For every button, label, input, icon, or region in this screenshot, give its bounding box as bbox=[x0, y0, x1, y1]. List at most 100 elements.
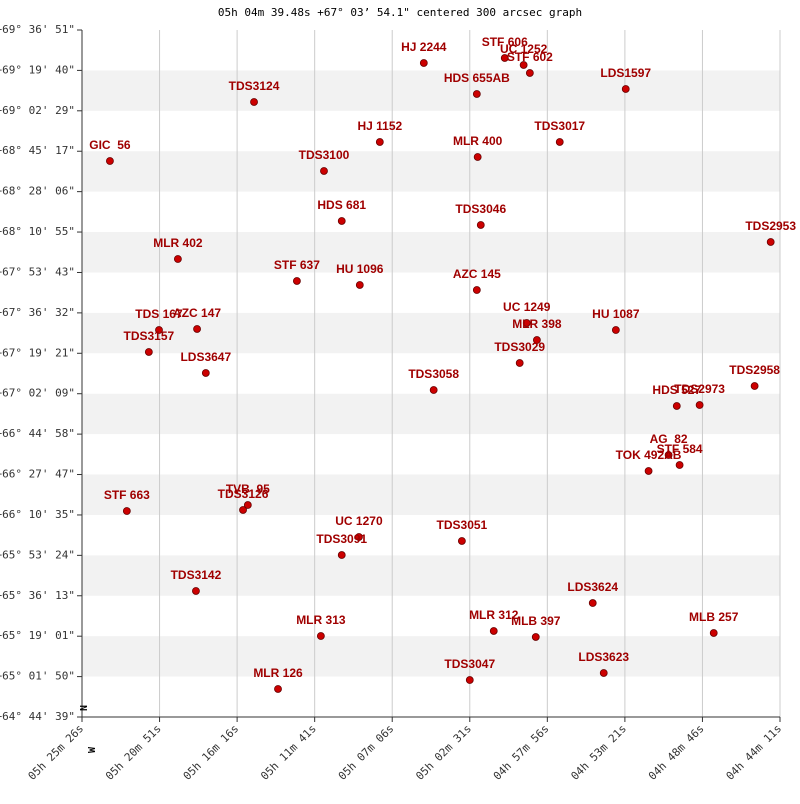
band bbox=[82, 70, 780, 111]
y-tick-label: +65° 19' 01" bbox=[0, 629, 75, 642]
star-point bbox=[472, 286, 481, 294]
star-label: TDS2958 bbox=[729, 363, 780, 377]
star-label: MLR 312 bbox=[469, 608, 519, 622]
star-label: AG 82 bbox=[650, 432, 688, 446]
band bbox=[82, 151, 780, 192]
x-tick-label: 04h 48m 46s bbox=[646, 722, 707, 783]
y-tick-label: +67° 36' 32" bbox=[0, 306, 75, 319]
star-point bbox=[457, 537, 466, 545]
x-tick-label: 04h 57m 56s bbox=[491, 722, 552, 783]
y-tick-label: +68° 28' 06" bbox=[0, 185, 75, 198]
star-label: MLR 398 bbox=[512, 317, 562, 331]
y-tick-label: +67° 19' 21" bbox=[0, 346, 75, 359]
x-tick-label: 05h 25m 26s bbox=[26, 722, 87, 783]
band bbox=[82, 312, 780, 354]
star-point bbox=[522, 319, 531, 327]
star-point bbox=[515, 359, 524, 367]
y-tick-label: +65° 01' 50" bbox=[0, 670, 75, 683]
y-tick-label: +68° 45' 17" bbox=[0, 144, 75, 157]
star-point bbox=[500, 54, 509, 62]
star-label: TVB 95 bbox=[226, 482, 270, 496]
star-label: STF 606 bbox=[482, 35, 528, 49]
star-label: TDS3029 bbox=[494, 340, 545, 354]
star-label: STF 584 bbox=[657, 442, 703, 456]
star-label: TDS3142 bbox=[171, 568, 222, 582]
star-point bbox=[337, 551, 346, 559]
star-label: MLB 397 bbox=[511, 614, 561, 628]
star-point bbox=[243, 501, 252, 509]
star-point bbox=[489, 627, 498, 635]
star-label: TOK 492AB bbox=[616, 448, 682, 462]
star-label: AZC 145 bbox=[453, 267, 501, 281]
star-point bbox=[320, 167, 328, 175]
y-tick-label: +66° 10' 35" bbox=[0, 508, 75, 521]
star-point bbox=[292, 277, 301, 285]
star-point bbox=[519, 61, 528, 69]
star-label: GIC 56 bbox=[89, 138, 131, 152]
star-label: MLB 257 bbox=[689, 610, 739, 624]
star-point bbox=[472, 90, 481, 98]
star-label: HDS 527 bbox=[652, 383, 701, 397]
star-label: HU 1096 bbox=[336, 262, 384, 276]
star-point bbox=[355, 281, 364, 289]
star-label: UC 1270 bbox=[335, 514, 383, 528]
star-label: LDS3623 bbox=[578, 650, 629, 664]
x-tick-label: 05h 07m 06s bbox=[336, 722, 397, 783]
star-label: UC 1249 bbox=[503, 300, 551, 314]
y-tick-label: +66° 44' 58" bbox=[0, 427, 75, 440]
star-label: MLR 400 bbox=[453, 134, 503, 148]
band bbox=[82, 393, 780, 435]
star-point bbox=[672, 402, 681, 410]
y-tick-label: +67° 02' 09" bbox=[0, 387, 75, 400]
star-point bbox=[695, 401, 704, 409]
star-label: UC 1252 bbox=[500, 42, 548, 56]
star-point bbox=[532, 336, 541, 344]
star-label: AZC 147 bbox=[173, 306, 221, 320]
x-tick-label: 04h 53m 21s bbox=[568, 722, 629, 783]
star-label: HDS 681 bbox=[317, 198, 366, 212]
star-point bbox=[429, 386, 438, 394]
star-point bbox=[644, 467, 653, 475]
x-tick-label: 04h 44m 11s bbox=[724, 722, 785, 783]
star-point bbox=[419, 59, 428, 67]
star-label: MLR 126 bbox=[253, 666, 303, 680]
star-point bbox=[274, 685, 282, 693]
star-label: STF 663 bbox=[104, 488, 150, 502]
star-point bbox=[155, 326, 163, 334]
north-label: N bbox=[79, 705, 90, 711]
star-point bbox=[611, 326, 620, 334]
star-point bbox=[355, 533, 363, 541]
star-label: TDS2973 bbox=[674, 382, 725, 396]
star-point bbox=[709, 629, 718, 637]
star-label: MLR 313 bbox=[296, 613, 346, 627]
y-tick-label: +68° 10' 55" bbox=[0, 225, 75, 238]
star-point bbox=[750, 382, 759, 390]
star-label: LDS3624 bbox=[567, 580, 618, 594]
star-point bbox=[621, 85, 630, 93]
star-label: HJ 2244 bbox=[401, 40, 447, 54]
bands bbox=[82, 70, 780, 677]
star-point bbox=[675, 461, 684, 469]
star-label: TDS3126 bbox=[218, 487, 269, 501]
star-label: TDS3091 bbox=[316, 532, 367, 546]
x-tick-label: 05h 11m 41s bbox=[258, 722, 319, 783]
y-tick-label: +64° 44' 39" bbox=[0, 710, 75, 723]
star-label: TDS3051 bbox=[437, 518, 488, 532]
star-point bbox=[531, 633, 540, 641]
star-point bbox=[144, 348, 153, 356]
star-point bbox=[106, 157, 114, 165]
star-point bbox=[173, 255, 182, 263]
y-tick-label: +65° 36' 13" bbox=[0, 589, 75, 602]
y-tick-label: +66° 27' 47" bbox=[0, 468, 75, 481]
star-point bbox=[664, 451, 673, 459]
star-point bbox=[525, 69, 534, 77]
star-label: TDS3100 bbox=[299, 148, 350, 162]
star-label: LDS1597 bbox=[600, 66, 651, 80]
star-label: HDS 655AB bbox=[444, 71, 510, 85]
y-tick-label: +67° 53' 43" bbox=[0, 265, 75, 278]
star-point bbox=[599, 669, 608, 677]
star-point bbox=[476, 221, 485, 229]
star-label: MLR 402 bbox=[153, 236, 203, 250]
west-label: W bbox=[87, 746, 98, 753]
star-point bbox=[122, 507, 131, 515]
